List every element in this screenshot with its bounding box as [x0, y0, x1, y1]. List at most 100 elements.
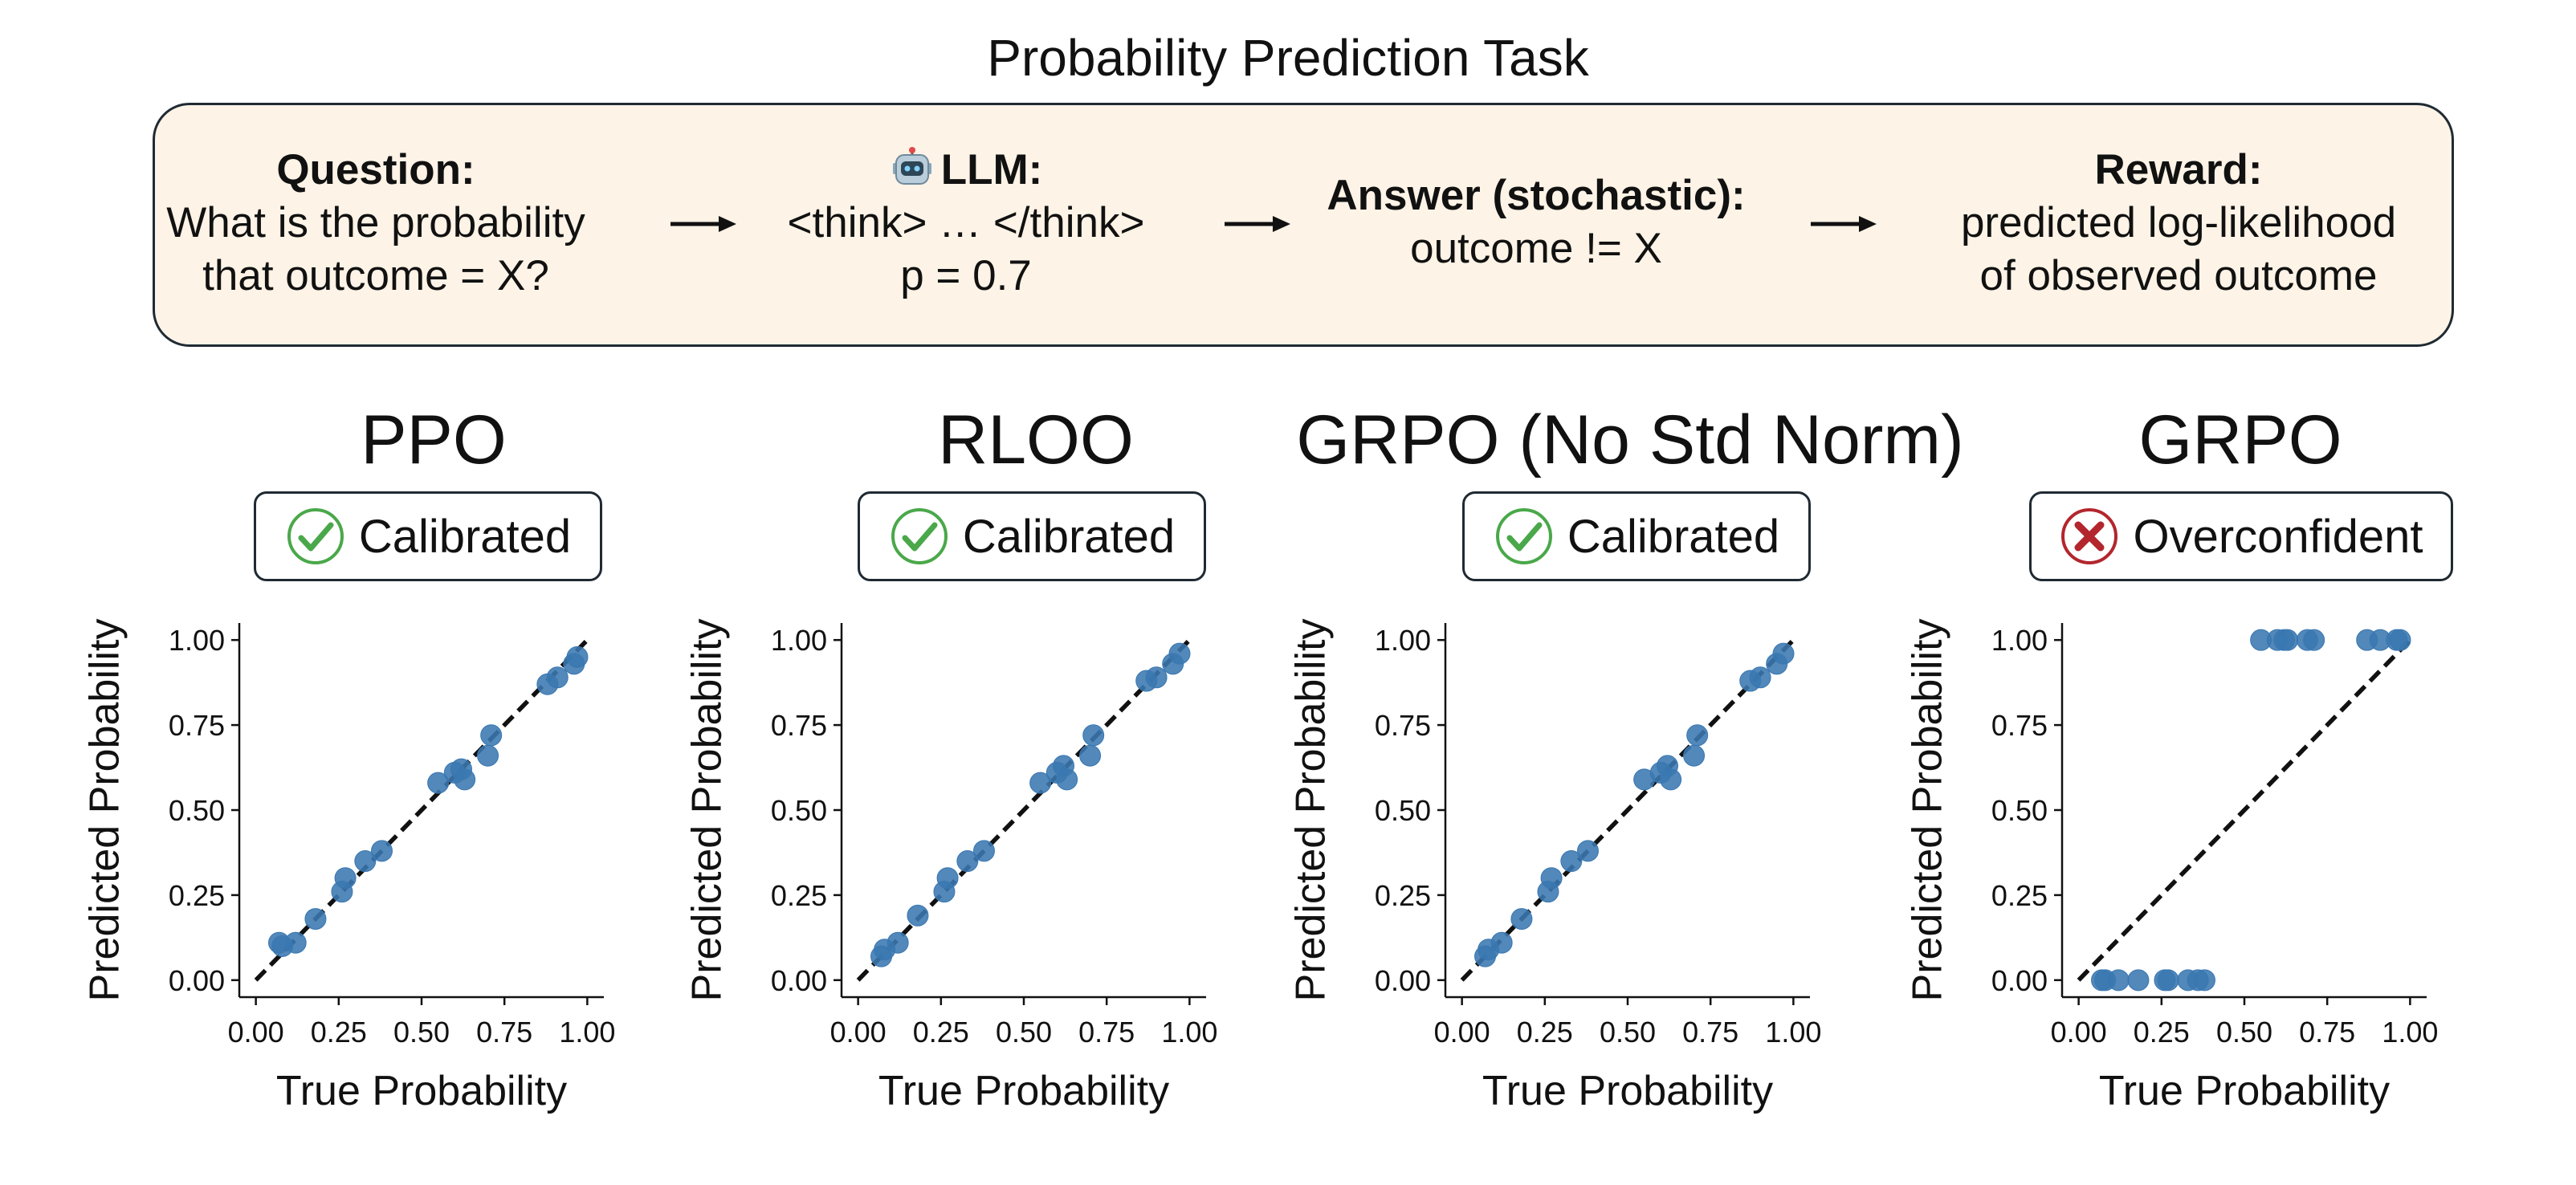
- data-point: [972, 840, 995, 862]
- y-tick-label: 0.50: [1991, 794, 2048, 827]
- x-tick-label: 0.25: [1517, 1016, 1573, 1049]
- answer-stage: Answer (stochastic): outcome != X: [1303, 169, 1769, 275]
- data-point: [2193, 969, 2215, 992]
- data-point: [1168, 642, 1191, 665]
- data-point: [2276, 629, 2299, 651]
- y-tick-label: 0.50: [169, 794, 225, 827]
- y-tick-label: 0.75: [1375, 709, 1431, 742]
- data-point: [1683, 744, 1706, 767]
- x-tick-label: 0.75: [1682, 1016, 1738, 1049]
- data-point: [370, 840, 393, 862]
- x-tick-label: 1.00: [1161, 1016, 1217, 1049]
- x-tick-label: 0.50: [393, 1016, 450, 1049]
- data-point: [480, 724, 503, 747]
- x-tick-label: 0.75: [476, 1016, 532, 1049]
- data-point: [2127, 969, 2150, 992]
- arrow-icon: [1811, 216, 1877, 232]
- y-tick-label: 0.50: [771, 794, 827, 827]
- question-stage: Question: What is the probability that o…: [155, 144, 597, 303]
- reward-line-2: of observed outcome: [1979, 252, 2378, 299]
- check-icon: [1495, 508, 1552, 564]
- reference-line: [1460, 638, 1795, 982]
- cross-icon: [2061, 508, 2118, 564]
- overconfident-badge: Overconfident: [2029, 491, 2453, 581]
- robot-icon: [892, 147, 931, 185]
- llm-header: LLM:: [940, 146, 1043, 193]
- llm-line-2: p = 0.7: [900, 252, 1032, 299]
- y-tick-label: 0.25: [1375, 879, 1431, 912]
- data-point: [1029, 772, 1052, 794]
- y-tick-label: 0.50: [1375, 794, 1431, 827]
- x-tick-label: 1.00: [559, 1016, 615, 1049]
- x-tick-label: 0.25: [311, 1016, 367, 1049]
- badge-label: Overconfident: [2133, 510, 2423, 563]
- panel-title-ppo: PPO: [361, 401, 507, 478]
- x-tick-label: 0.75: [2299, 1016, 2355, 1049]
- panel-title-grpo-no-std: GRPO (No Std Norm): [1296, 401, 1964, 478]
- data-point: [887, 931, 909, 954]
- y-tick-label: 1.00: [169, 624, 225, 657]
- arrow-icon: [670, 216, 736, 232]
- x-tick-label: 0.50: [996, 1016, 1052, 1049]
- data-point: [334, 867, 357, 890]
- question-line-1: What is the probability: [166, 199, 585, 246]
- x-tick-label: 0.00: [228, 1016, 284, 1049]
- y-axis-label: Predicted Probability: [1905, 619, 1951, 1002]
- reference-line: [254, 638, 589, 982]
- x-tick-label: 1.00: [1765, 1016, 1821, 1049]
- data-point: [454, 768, 476, 791]
- y-tick-label: 0.75: [771, 709, 827, 742]
- x-axis-label: True Probability: [2099, 1068, 2390, 1114]
- y-tick-label: 0.00: [1991, 964, 2048, 997]
- data-point: [1660, 768, 1682, 791]
- x-tick-label: 0.50: [1600, 1016, 1656, 1049]
- y-tick-label: 0.75: [169, 709, 225, 742]
- data-point: [566, 645, 589, 668]
- data-point: [1576, 840, 1599, 862]
- data-point: [2107, 969, 2130, 992]
- y-axis-label: Predicted Probability: [1288, 619, 1335, 1002]
- answer-header: Answer (stochastic):: [1327, 172, 1746, 219]
- x-tick-label: 0.00: [2051, 1016, 2107, 1049]
- x-tick-label: 1.00: [2382, 1016, 2438, 1049]
- llm-stage: LLM: <think> … </think> p = 0.7: [749, 144, 1183, 303]
- data-point: [2157, 969, 2179, 992]
- reward-stage: Reward: predicted log-likelihood of obse…: [1922, 144, 2435, 303]
- calibrated-badge: Calibrated: [1462, 491, 1811, 581]
- badge-label: Calibrated: [358, 510, 572, 563]
- data-point: [1145, 666, 1168, 689]
- y-tick-label: 0.25: [169, 879, 225, 912]
- data-point: [1540, 867, 1563, 890]
- figure-title: Probability Prediction Task: [987, 29, 1589, 87]
- answer-line-1: outcome != X: [1410, 225, 1662, 272]
- y-axis-label: Predicted Probability: [82, 619, 128, 1002]
- calibrated-badge: Calibrated: [858, 491, 1206, 581]
- data-point: [2389, 629, 2411, 651]
- y-axis-label: Predicted Probability: [684, 619, 731, 1002]
- llm-header-row: LLM:: [749, 144, 1183, 197]
- reward-header: Reward:: [2094, 146, 2263, 193]
- x-tick-label: 0.25: [913, 1016, 969, 1049]
- data-point: [1056, 768, 1078, 791]
- check-icon: [287, 508, 344, 564]
- data-point: [1560, 850, 1583, 873]
- data-point: [1510, 908, 1533, 930]
- x-tick-label: 0.25: [2134, 1016, 2190, 1049]
- data-point: [956, 850, 979, 873]
- y-tick-label: 0.75: [1991, 709, 2048, 742]
- reference-line: [856, 638, 1192, 982]
- y-tick-label: 0.00: [771, 964, 827, 997]
- data-point: [284, 931, 307, 954]
- panel-title-grpo: GRPO: [2138, 401, 2342, 478]
- data-point: [936, 867, 959, 890]
- x-axis-label: True Probability: [1482, 1068, 1773, 1114]
- x-tick-label: 0.50: [2216, 1016, 2272, 1049]
- y-tick-label: 1.00: [1991, 624, 2048, 657]
- data-point: [477, 744, 499, 767]
- pipeline-box: Question: What is the probability that o…: [153, 103, 2454, 347]
- y-tick-label: 0.25: [1991, 879, 2048, 912]
- data-point: [354, 850, 377, 873]
- x-axis-label: True Probability: [878, 1068, 1169, 1114]
- y-tick-label: 0.00: [1375, 964, 1431, 997]
